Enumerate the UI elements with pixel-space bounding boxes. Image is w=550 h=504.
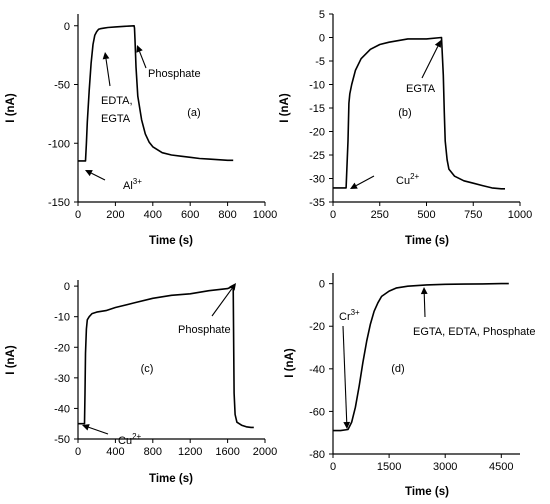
series-line bbox=[78, 285, 254, 429]
y-tick-label: -30 bbox=[54, 373, 70, 385]
y-tick-label: -20 bbox=[309, 127, 325, 139]
x-tick-label: 400 bbox=[144, 209, 162, 221]
annotation-arrow bbox=[350, 175, 375, 189]
chart-panel-b: 0 250 500 750 1000 5 0 -5 -10 -15 -20 -25 -30 -35 Time… bbox=[279, 9, 532, 247]
annotation-label: EGTA bbox=[101, 113, 131, 125]
chart-panel-c: 0 400 800 1200 1600 2000 0 -10 -20 -30 -40 -50 Time … bbox=[5, 280, 277, 485]
x-axis-title: Time (s) bbox=[149, 473, 193, 485]
x-tick-label: 0 bbox=[330, 461, 336, 473]
annotation-arrow bbox=[136, 45, 147, 69]
y-tick-label: -25 bbox=[309, 150, 325, 162]
y-axis-title: I (nA) bbox=[284, 348, 296, 378]
chart-panel-d: 0 1500 3000 4500 0 -20 -40 -60 -80 Time (s) I (nA)… bbox=[284, 273, 535, 498]
y-tick-label: -20 bbox=[54, 342, 70, 354]
annotation-label: Phosphate bbox=[148, 68, 201, 80]
x-axis-title: Time (s) bbox=[405, 486, 449, 498]
x-tick-label: 1200 bbox=[178, 446, 202, 458]
y-tick-label: -40 bbox=[54, 403, 70, 415]
y-tick-label: -40 bbox=[309, 364, 325, 376]
y-tick-label: -80 bbox=[309, 449, 325, 461]
y-tick-label: -60 bbox=[309, 406, 325, 418]
series-line bbox=[78, 24, 234, 162]
annotation-arrow bbox=[211, 283, 236, 317]
y-tick-label: 5 bbox=[319, 9, 325, 21]
y-axis-title: I (nA) bbox=[5, 345, 17, 375]
x-tick-label: 1000 bbox=[508, 209, 532, 221]
y-tick-label: -10 bbox=[309, 80, 325, 92]
panel-label: (b) bbox=[398, 107, 411, 119]
y-axis-title: I (nA) bbox=[5, 93, 17, 123]
y-tick-label: -20 bbox=[309, 321, 325, 333]
y-tick-label: -100 bbox=[48, 138, 70, 150]
y-tick-label: 0 bbox=[319, 279, 325, 291]
series-line bbox=[333, 282, 509, 432]
y-axis-title: I (nA) bbox=[279, 93, 291, 123]
annotation-arrow bbox=[85, 170, 106, 181]
annotation-label: Phosphate bbox=[178, 324, 231, 336]
x-tick-label: 400 bbox=[106, 446, 124, 458]
y-tick-label: 0 bbox=[64, 21, 70, 33]
chart-panel-a: 0 200 400 600 800 1000 0 -50 -100 -150 Time (s) I (… bbox=[5, 14, 277, 247]
annotation-label: EDTA, bbox=[101, 95, 133, 107]
annotation-arrow bbox=[420, 287, 428, 318]
x-tick-label: 0 bbox=[75, 209, 81, 221]
x-tick-label: 1500 bbox=[377, 461, 401, 473]
annotation-superscript: 3+ bbox=[133, 177, 142, 186]
y-tick-label: -10 bbox=[54, 312, 70, 324]
x-tick-label: 1600 bbox=[215, 446, 239, 458]
y-tick-label: 0 bbox=[64, 281, 70, 293]
x-axis-title: Time (s) bbox=[405, 235, 449, 247]
panel-label: (a) bbox=[187, 107, 200, 119]
x-tick-label: 500 bbox=[417, 209, 435, 221]
x-tick-label: 2000 bbox=[253, 446, 277, 458]
annotation-label: Cu2+ bbox=[396, 172, 420, 187]
annotation-arrow bbox=[421, 40, 441, 79]
x-tick-label: 800 bbox=[144, 446, 162, 458]
annotation-superscript: 2+ bbox=[132, 432, 141, 441]
annotation-arrow bbox=[82, 424, 109, 435]
x-tick-label: 1000 bbox=[253, 209, 277, 221]
x-tick-label: 250 bbox=[371, 209, 389, 221]
y-tick-label: 0 bbox=[319, 33, 325, 45]
x-axis-title: Time (s) bbox=[149, 235, 193, 247]
annotation-label: Cr3+ bbox=[339, 308, 360, 323]
annotation-label: EGTA bbox=[406, 83, 436, 95]
y-tick-label: -30 bbox=[309, 174, 325, 186]
x-tick-label: 0 bbox=[330, 209, 336, 221]
x-tick-label: 3000 bbox=[433, 461, 457, 473]
annotation-arrow bbox=[342, 325, 351, 429]
y-tick-label: -5 bbox=[315, 56, 325, 68]
panel-label: (c) bbox=[141, 363, 154, 375]
panel-label: (d) bbox=[391, 363, 404, 375]
annotation-superscript: 3+ bbox=[351, 308, 360, 317]
y-tick-label: -150 bbox=[48, 197, 70, 209]
y-tick-label: -50 bbox=[54, 80, 70, 92]
x-tick-label: 4500 bbox=[489, 461, 513, 473]
annotation-label: Cu2+ bbox=[118, 432, 142, 447]
y-tick-label: -50 bbox=[54, 434, 70, 446]
x-tick-label: 200 bbox=[106, 209, 124, 221]
annotation-arrow bbox=[102, 52, 111, 87]
x-tick-label: 800 bbox=[218, 209, 236, 221]
annotation-superscript: 2+ bbox=[410, 172, 419, 181]
x-tick-label: 750 bbox=[464, 209, 482, 221]
annotation-label: Al3+ bbox=[123, 177, 142, 192]
series-line bbox=[333, 36, 505, 190]
x-tick-label: 0 bbox=[75, 446, 81, 458]
y-tick-label: -35 bbox=[309, 197, 325, 209]
annotation-label: EGTA, EDTA, Phosphate bbox=[413, 326, 535, 338]
y-tick-label: -15 bbox=[309, 103, 325, 115]
x-tick-label: 600 bbox=[181, 209, 199, 221]
